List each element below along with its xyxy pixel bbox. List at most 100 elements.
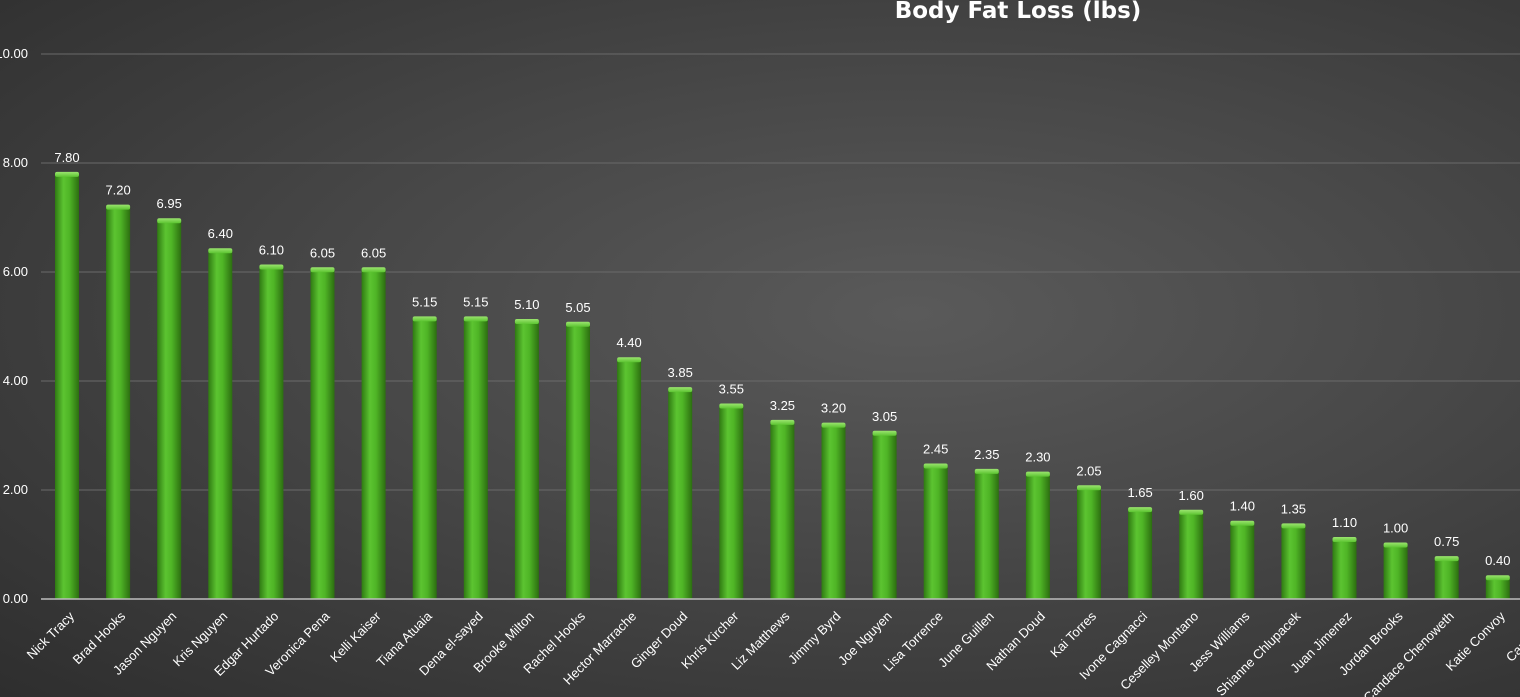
bar — [617, 357, 642, 599]
bar — [1383, 542, 1408, 599]
bar-cap — [1332, 537, 1357, 543]
category-label: Nick Tracy — [24, 608, 78, 662]
bar-cap — [412, 316, 437, 322]
data-label: 3.55 — [719, 382, 744, 397]
bar-body — [1179, 511, 1204, 599]
bar-body — [566, 323, 590, 599]
bar-body — [463, 318, 488, 599]
bar — [872, 430, 897, 599]
bar-body — [106, 206, 131, 599]
data-label: 3.85 — [668, 365, 693, 380]
bar-body — [55, 173, 79, 599]
bar-cap — [1077, 485, 1101, 491]
bar — [157, 218, 182, 599]
data-label: 7.20 — [105, 183, 130, 198]
bar — [668, 387, 693, 599]
data-label: 0.75 — [1434, 534, 1459, 549]
data-label: 1.00 — [1383, 521, 1408, 536]
bar-cap — [55, 171, 79, 177]
bar-body — [1281, 525, 1306, 599]
bar-body — [208, 250, 233, 599]
bar — [106, 204, 131, 599]
bar — [1332, 537, 1357, 599]
bar — [770, 419, 795, 599]
data-label: 3.05 — [872, 409, 897, 424]
bar-cap — [719, 403, 744, 409]
bar — [974, 468, 999, 599]
bar-cap — [1025, 471, 1050, 477]
bar-cap — [974, 468, 999, 474]
bar-cap — [1383, 542, 1408, 548]
y-tick-label: 2.00 — [3, 482, 28, 497]
bar-body — [157, 220, 182, 599]
bar-body — [1025, 473, 1050, 599]
data-label: 2.35 — [974, 447, 999, 462]
bar-cap — [1434, 556, 1459, 562]
bar — [566, 321, 590, 599]
data-label: 6.05 — [310, 245, 335, 260]
data-label: 5.15 — [412, 294, 437, 309]
bar-body — [668, 389, 693, 599]
y-tick-label: 0.00 — [3, 591, 28, 606]
bar — [310, 267, 335, 599]
bar-body — [259, 266, 284, 599]
bar — [259, 264, 284, 599]
bar — [1025, 471, 1050, 599]
bar-body — [361, 269, 386, 599]
bar-body — [1485, 577, 1510, 599]
bar — [923, 463, 948, 599]
bar — [514, 319, 539, 599]
bar-body — [1332, 539, 1357, 599]
data-label: 5.10 — [514, 297, 539, 312]
category-label: Shianne Chlupacek — [1213, 608, 1304, 697]
bar — [1128, 507, 1153, 599]
bar-body — [617, 359, 642, 599]
bar — [1179, 509, 1204, 599]
bar-body — [719, 405, 744, 599]
data-label: 6.10 — [259, 243, 284, 258]
bar — [55, 171, 79, 599]
gridlines — [41, 53, 1520, 491]
bar — [719, 403, 744, 599]
data-label: 2.45 — [923, 441, 948, 456]
bar — [1434, 556, 1459, 599]
bar-body — [310, 269, 335, 599]
data-label: 7.80 — [54, 150, 79, 165]
data-label: 1.65 — [1127, 485, 1152, 500]
data-label: 5.15 — [463, 294, 488, 309]
bar — [821, 422, 846, 599]
bar-body — [974, 470, 999, 599]
bar-cap — [259, 264, 284, 270]
y-tick-label: 4.00 — [3, 373, 28, 388]
bar — [208, 248, 233, 599]
bar-cap — [1128, 507, 1153, 513]
bar — [1077, 485, 1101, 599]
data-label: 6.05 — [361, 245, 386, 260]
bar-body — [1077, 487, 1101, 599]
bar — [412, 316, 437, 599]
bar-cap — [1281, 523, 1306, 529]
bar — [1230, 520, 1255, 599]
bar-body — [821, 424, 846, 599]
data-label: 1.10 — [1332, 515, 1357, 530]
category-label: Kai Torres — [1047, 608, 1099, 660]
data-label: 0.40 — [1485, 553, 1510, 568]
bar-cap — [1179, 509, 1204, 515]
bar-body — [923, 465, 948, 599]
bar-cap — [310, 267, 335, 273]
bar-cap — [872, 430, 897, 436]
bar-cap — [157, 218, 182, 224]
data-labels: 7.80 7.20 6.95 6.40 6.10 6.05 6.05 5.15 5.15 5.10… — [54, 150, 1510, 568]
data-label: 6.95 — [157, 196, 182, 211]
y-axis-ticks: 0.00 2.00 4.00 6.00 8.00 10.00 — [0, 46, 28, 606]
data-label: 4.40 — [616, 335, 641, 350]
data-label: 1.60 — [1179, 488, 1204, 503]
data-label: 1.35 — [1281, 501, 1306, 516]
bar-body — [872, 432, 897, 599]
bar-body — [514, 321, 539, 599]
bar-cap — [770, 419, 795, 425]
data-label: 2.05 — [1076, 463, 1101, 478]
bar-body — [1383, 544, 1408, 599]
